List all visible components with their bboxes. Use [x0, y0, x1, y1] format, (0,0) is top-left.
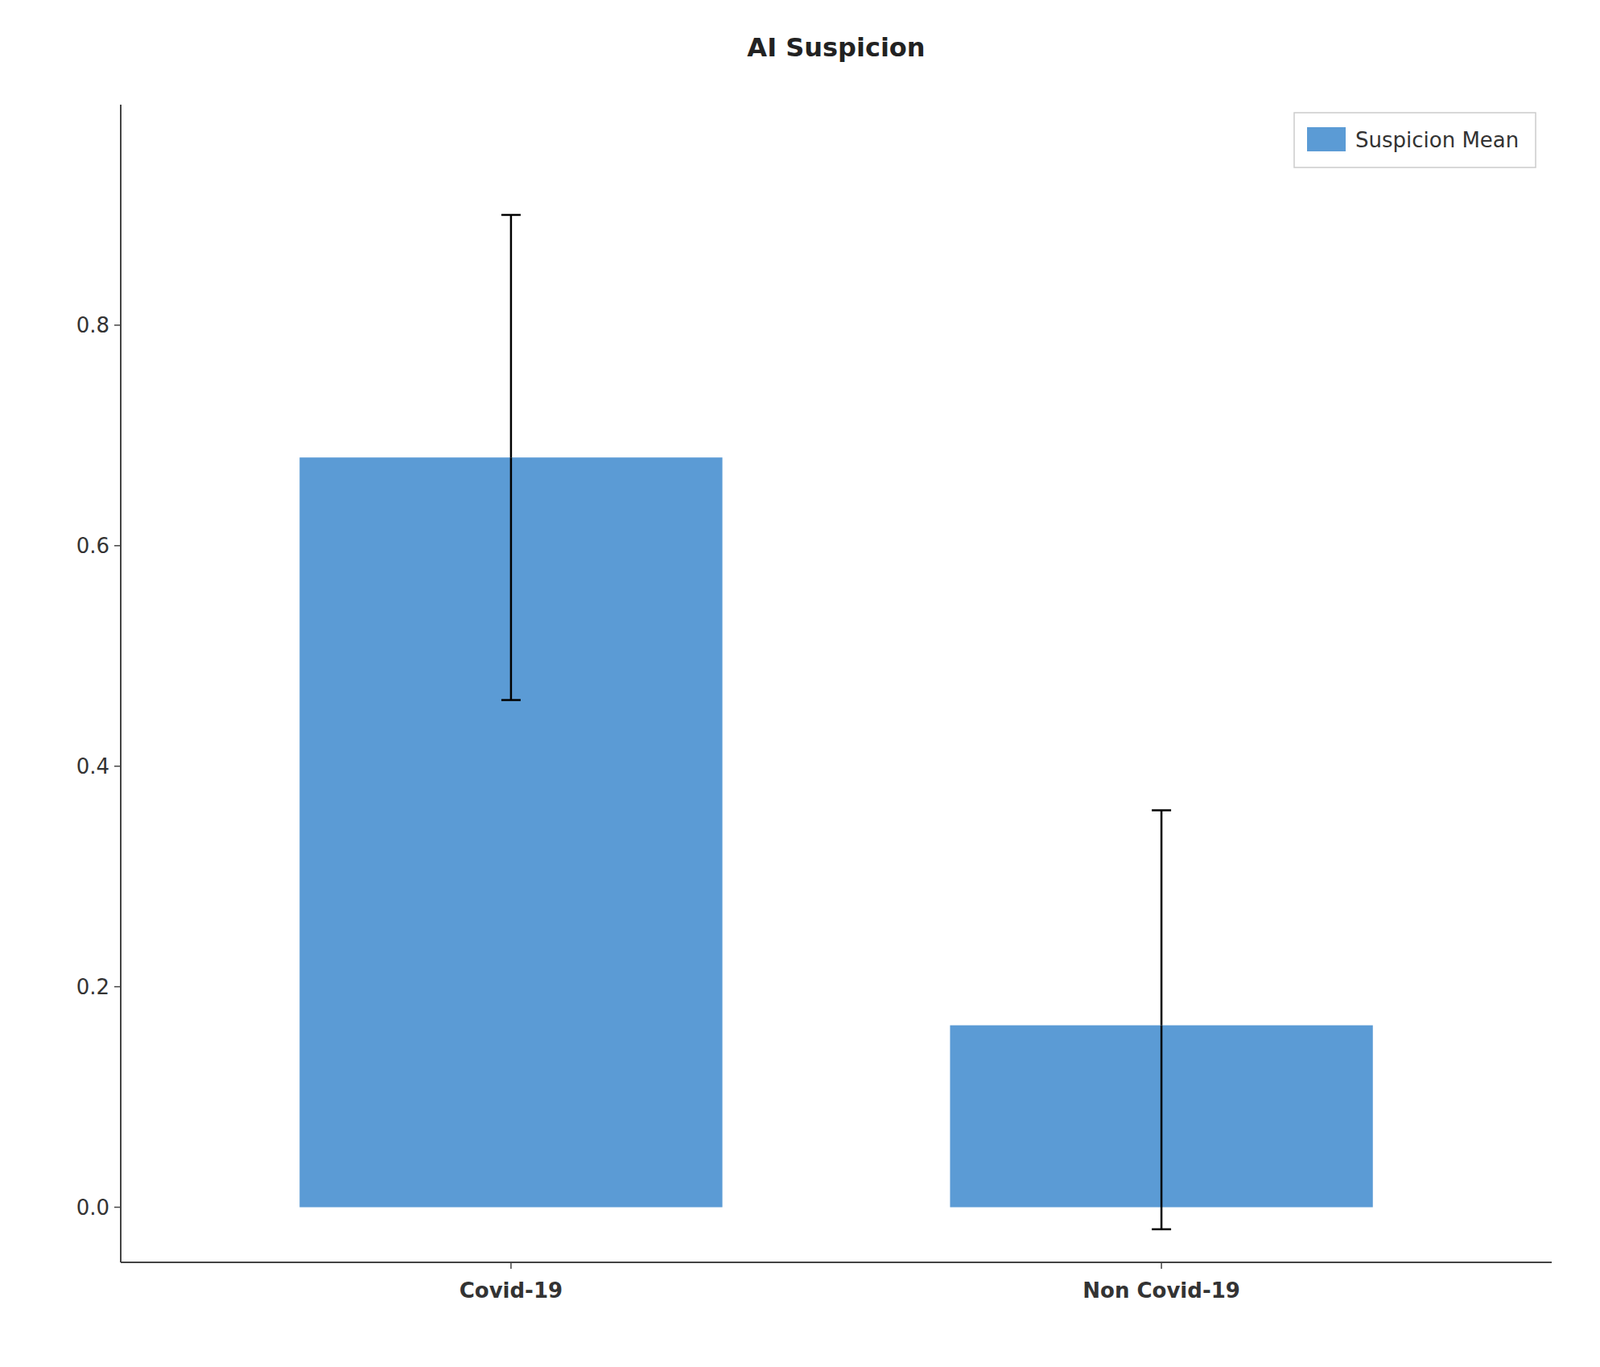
error-bar-upper [1160, 809, 1163, 1025]
marks [299, 214, 1374, 1229]
error-cap-lower [1151, 1228, 1172, 1231]
error-cap-upper [501, 214, 521, 217]
x-tick-label: Covid-19 [459, 1278, 563, 1303]
bar [299, 457, 722, 1207]
y-tick-label: 0.4 [76, 754, 110, 779]
y-tick-label: 0.2 [76, 974, 110, 999]
y-axis: 0.0 0.2 0.4 0.6 0.8 [76, 313, 121, 1220]
error-bar [501, 214, 521, 701]
y-tick-label: 0.0 [76, 1195, 110, 1220]
x-axis-line [120, 1261, 1552, 1263]
title: AI Suspicion [746, 32, 925, 63]
error-bar-lower [510, 457, 513, 700]
x-tick [510, 1261, 512, 1269]
error-bar-upper [510, 214, 513, 458]
y-tick [114, 765, 121, 768]
error-cap-upper [1151, 808, 1172, 812]
chart-container: AI Suspicion 0.0 0.2 0.4 0.6 0.8 Covid-19 Non C… [0, 0, 1600, 1367]
error-bar [1151, 809, 1172, 1229]
legend-label: Suspicion Mean [1355, 127, 1519, 153]
y-tick [114, 985, 121, 988]
y-tick [114, 324, 121, 326]
error-cap-lower [501, 698, 521, 702]
legend: Suspicion Mean [1294, 112, 1536, 168]
error-bar-lower [1160, 1025, 1163, 1229]
y-axis-line [119, 104, 122, 1262]
x-tick [1160, 1261, 1163, 1269]
chart-svg: AI Suspicion 0.0 0.2 0.4 0.6 0.8 Covid-19 Non C… [0, 0, 1600, 1367]
y-tick-label: 0.6 [76, 533, 110, 558]
page: {"chart_data": {"type": "bar", "title": … [0, 0, 1600, 1367]
y-tick-label: 0.8 [76, 313, 110, 338]
legend-swatch [1307, 127, 1346, 152]
x-axis: Covid-19 Non Covid-19 [459, 1261, 1241, 1303]
x-tick-label: Non Covid-19 [1082, 1278, 1241, 1303]
legend-frame [1294, 112, 1536, 168]
y-tick [114, 1206, 121, 1209]
background [0, 0, 1600, 1367]
y-tick [114, 544, 121, 547]
